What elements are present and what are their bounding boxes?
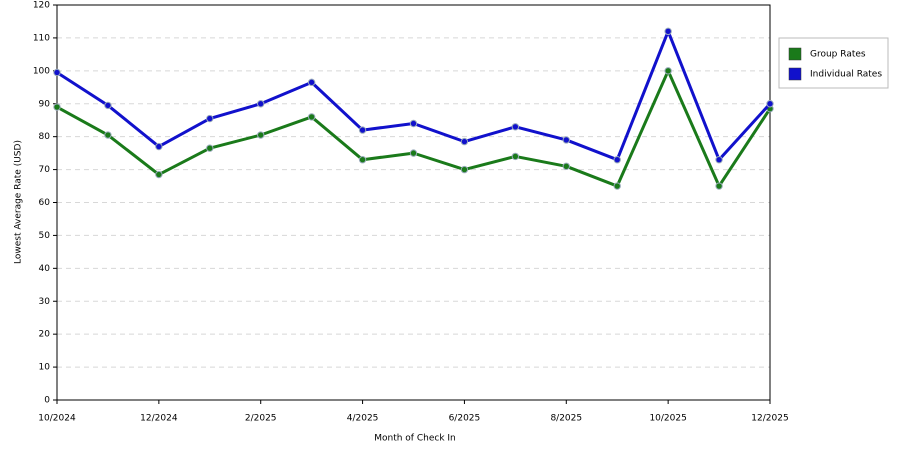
legend-label: Individual Rates xyxy=(810,70,882,80)
data-point xyxy=(460,165,469,174)
x-tick-label: 2/2025 xyxy=(245,414,277,424)
x-axis-label: Month of Check In xyxy=(374,434,456,444)
data-point xyxy=(257,100,265,108)
data-point xyxy=(358,156,367,164)
data-point xyxy=(715,182,723,190)
data-point xyxy=(206,144,214,152)
data-point xyxy=(664,67,672,75)
y-tick-label: 100 xyxy=(33,66,50,76)
data-point xyxy=(53,68,61,77)
data-point xyxy=(613,182,621,190)
y-tick-label: 70 xyxy=(39,165,51,175)
data-point xyxy=(562,136,570,144)
data-point xyxy=(257,131,265,139)
x-tick-label: 12/2024 xyxy=(140,414,178,424)
data-point xyxy=(155,142,163,151)
data-point xyxy=(409,149,418,157)
y-tick-label: 0 xyxy=(44,396,50,406)
data-point xyxy=(562,162,570,170)
data-point xyxy=(104,101,112,110)
x-tick-label: 4/2025 xyxy=(347,414,379,424)
legend-swatch xyxy=(788,47,802,61)
data-point xyxy=(511,123,520,131)
y-tick-label: 80 xyxy=(39,132,51,142)
data-point xyxy=(104,131,112,139)
data-point xyxy=(613,156,621,164)
data-point xyxy=(664,27,672,36)
y-tick-label: 50 xyxy=(39,231,51,241)
x-tick-label: 12/2025 xyxy=(751,414,788,424)
y-tick-label: 110 xyxy=(33,33,50,43)
y-tick-label: 40 xyxy=(39,264,51,274)
y-tick-label: 20 xyxy=(39,330,51,340)
x-tick-label: 6/2025 xyxy=(449,414,481,424)
y-tick-label: 90 xyxy=(39,99,51,109)
data-point xyxy=(206,114,214,123)
data-point xyxy=(511,152,520,161)
y-tick-label: 60 xyxy=(39,198,51,208)
plot-frame xyxy=(56,4,771,401)
data-point xyxy=(460,137,469,146)
x-tick-label: 10/2024 xyxy=(38,414,76,424)
data-point xyxy=(715,156,723,164)
y-tick-label: 30 xyxy=(39,297,51,307)
legend-label: Group Rates xyxy=(810,50,866,60)
data-point xyxy=(307,78,316,87)
y-axis-label: Lowest Average Rate (USD) xyxy=(14,140,24,264)
x-tick-label: 10/2025 xyxy=(649,414,686,424)
data-point xyxy=(409,119,418,128)
y-tick-label: 120 xyxy=(33,1,50,11)
legend-swatch xyxy=(788,67,802,81)
data-point xyxy=(766,100,774,108)
x-tick-label: 8/2025 xyxy=(550,414,582,424)
data-point xyxy=(358,126,367,134)
data-point xyxy=(53,103,61,111)
data-point xyxy=(307,113,316,121)
data-point xyxy=(155,170,163,179)
y-tick-label: 10 xyxy=(39,363,51,373)
legend-box xyxy=(778,37,889,89)
